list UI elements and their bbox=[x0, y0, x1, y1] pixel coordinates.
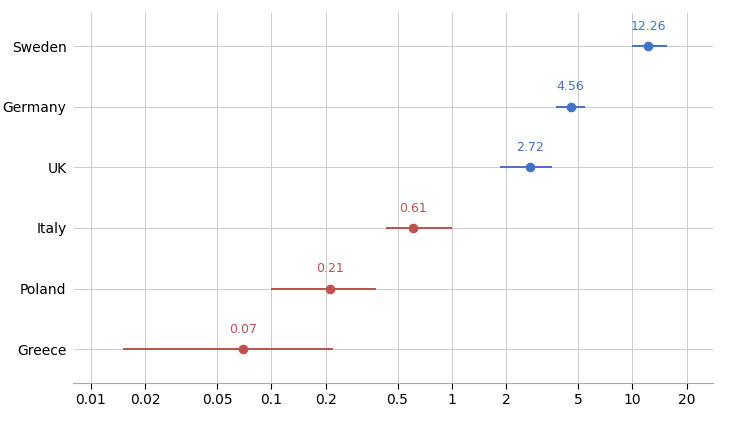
Point bbox=[642, 42, 654, 49]
Point bbox=[524, 164, 536, 171]
Text: 12.26: 12.26 bbox=[631, 20, 666, 33]
Text: 0.21: 0.21 bbox=[315, 262, 343, 275]
Point bbox=[323, 285, 335, 292]
Text: 0.61: 0.61 bbox=[399, 201, 427, 215]
Point bbox=[407, 224, 419, 231]
Text: 4.56: 4.56 bbox=[557, 80, 584, 94]
Point bbox=[237, 346, 249, 353]
Text: 2.72: 2.72 bbox=[517, 141, 544, 154]
Point bbox=[565, 103, 577, 110]
Text: 0.07: 0.07 bbox=[229, 323, 257, 336]
